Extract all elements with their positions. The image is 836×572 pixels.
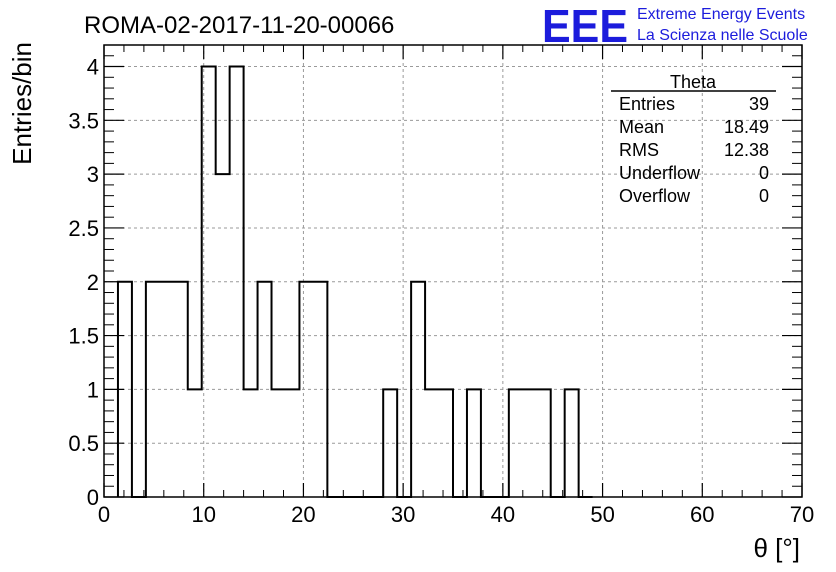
y-tick-label: 3.5	[68, 108, 99, 133]
eee-logo-line1: Extreme Energy Events	[637, 6, 805, 23]
histogram-bin	[258, 282, 272, 497]
x-tick-label: 70	[790, 502, 814, 527]
stats-row-value: 39	[749, 94, 769, 114]
y-tick-label: 1.5	[68, 324, 99, 349]
stats-row-label: Entries	[619, 94, 675, 114]
plot-frame	[103, 44, 803, 498]
x-tick-label: 30	[391, 502, 415, 527]
stats-box-rows: Entries 39 Mean 18.49 RMS 12.38 Underflow 0 Over…	[619, 94, 769, 206]
stats-row-value: 0	[759, 163, 769, 183]
y-tick-labels: 0 0.5 1 1.5 2 2.5 3 3.5 4	[68, 55, 99, 510]
stats-row-label: Underflow	[619, 163, 701, 183]
stats-row-label: RMS	[619, 140, 659, 160]
eee-logo: EEE Extreme Energy Events La Scienza nel…	[542, 0, 808, 52]
y-tick-label: 4	[87, 55, 99, 80]
y-tick-label: 0	[87, 485, 99, 510]
stats-box-title: Theta	[670, 72, 717, 92]
histogram-bin	[216, 174, 230, 497]
x-tick-label: 10	[191, 502, 215, 527]
stats-row-label: Mean	[619, 117, 664, 137]
chart-title: ROMA-02-2017-11-20-00066	[84, 12, 394, 39]
x-tick-label: 0	[98, 502, 110, 527]
axis-ticks	[103, 45, 803, 498]
stats-row-label: Overflow	[619, 186, 691, 206]
x-tick-labels: 0 10 20 30 40 50 60 70	[98, 502, 814, 527]
x-tick-label: 50	[590, 502, 614, 527]
stats-box: Theta Entries 39 Mean 18.49 RMS 12.38 Underflo…	[611, 72, 776, 206]
y-axis-title: Entries/bin	[7, 42, 37, 165]
x-axis-title: θ [°]	[753, 533, 800, 563]
y-tick-label: 3	[87, 162, 99, 187]
x-tick-label: 40	[491, 502, 515, 527]
stats-row-value: 12.38	[724, 140, 769, 160]
x-tick-label: 60	[690, 502, 714, 527]
y-tick-label: 2.5	[68, 216, 99, 241]
histogram-bin	[383, 389, 397, 497]
stats-row-value: 0	[759, 186, 769, 206]
histogram-bin	[174, 282, 188, 497]
y-tick-label: 0.5	[68, 431, 99, 456]
eee-logo-mark: EEE	[542, 0, 628, 52]
y-tick-label: 1	[87, 377, 99, 402]
stats-row-value: 18.49	[724, 117, 769, 137]
histogram-bin	[299, 282, 313, 497]
y-tick-label: 2	[87, 270, 99, 295]
eee-logo-line2: La Scienza nelle Scuole	[637, 27, 808, 44]
x-tick-label: 20	[291, 502, 315, 527]
